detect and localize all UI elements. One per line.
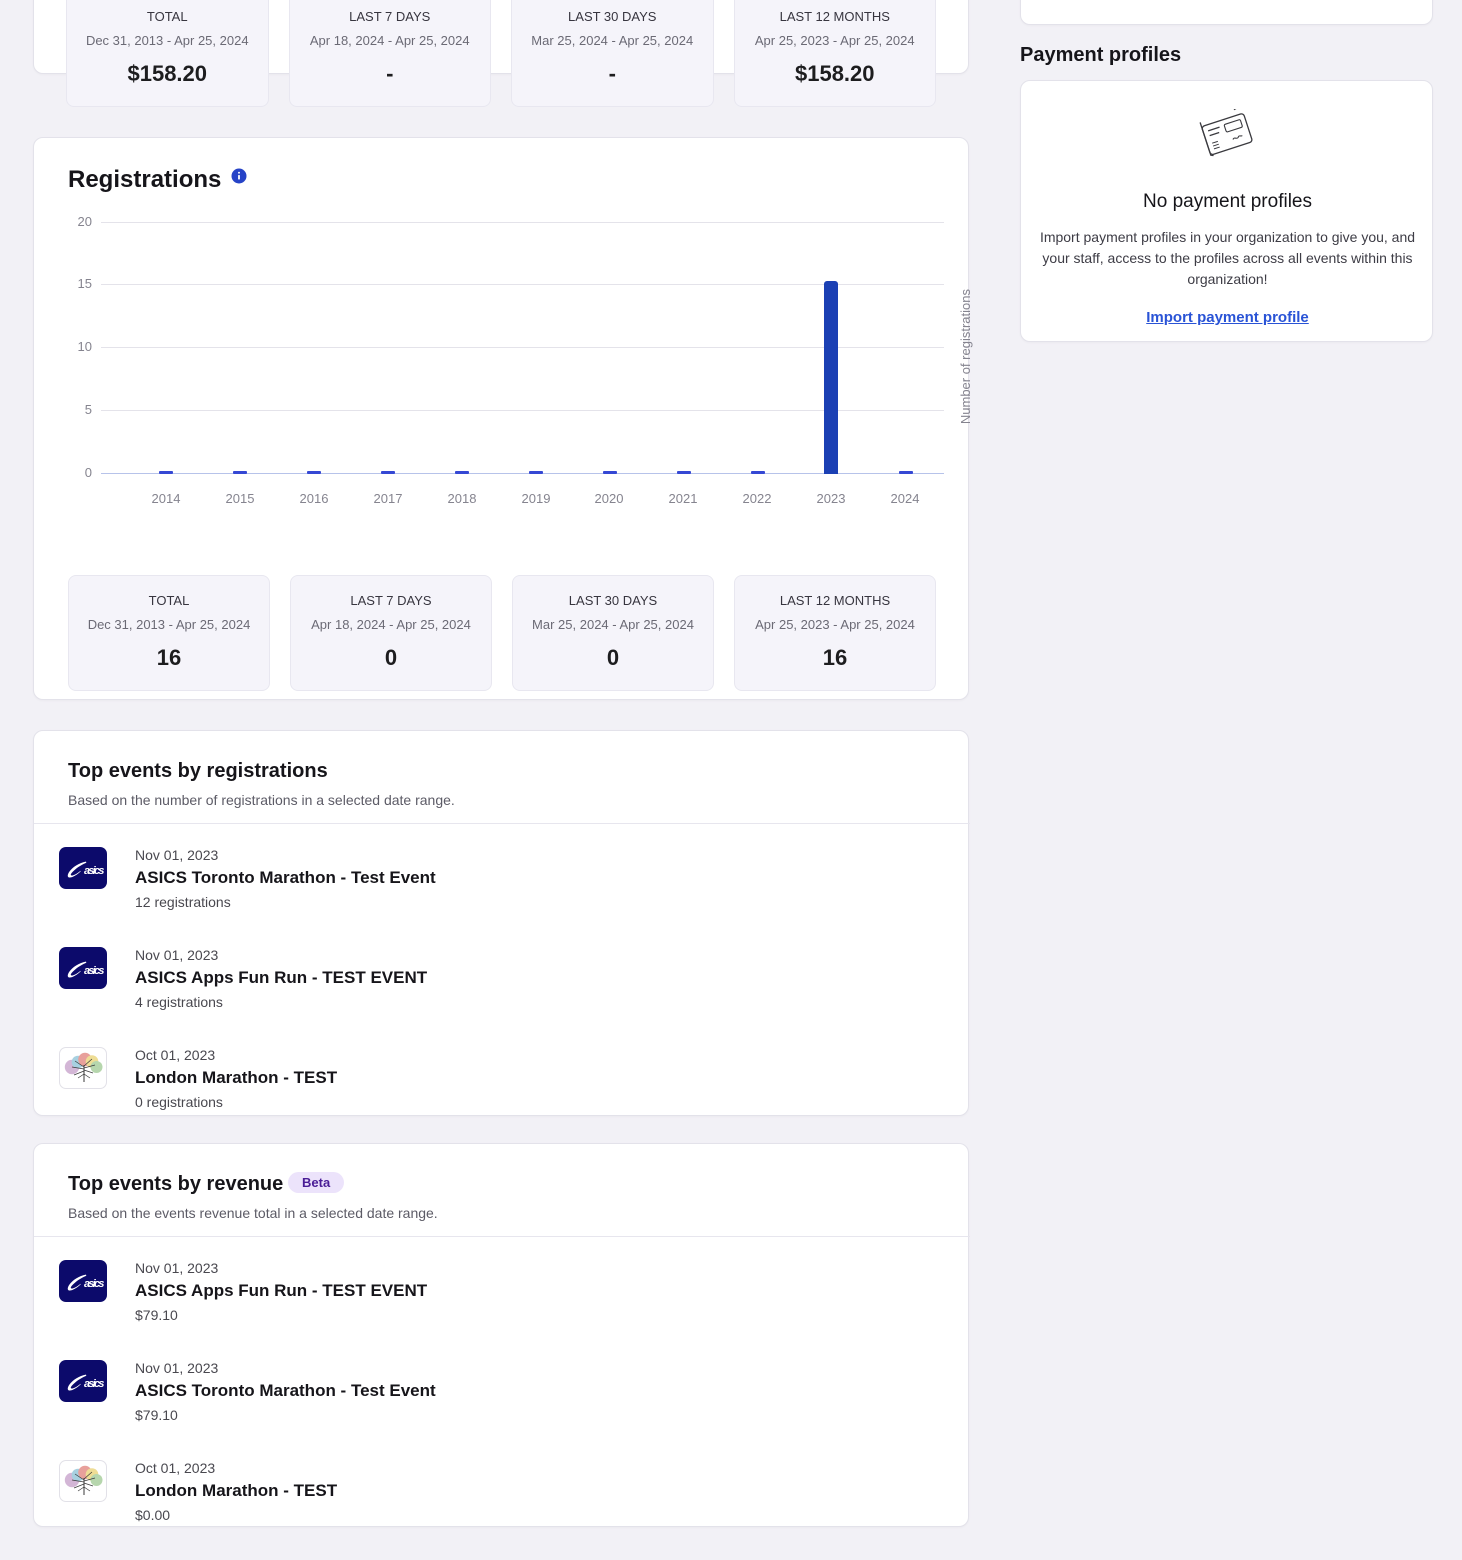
svg-text:asics: asics	[84, 965, 104, 977]
svg-text:asics: asics	[84, 1378, 104, 1390]
svg-text:asics: asics	[84, 1278, 104, 1290]
svg-text:asics: asics	[84, 865, 104, 877]
